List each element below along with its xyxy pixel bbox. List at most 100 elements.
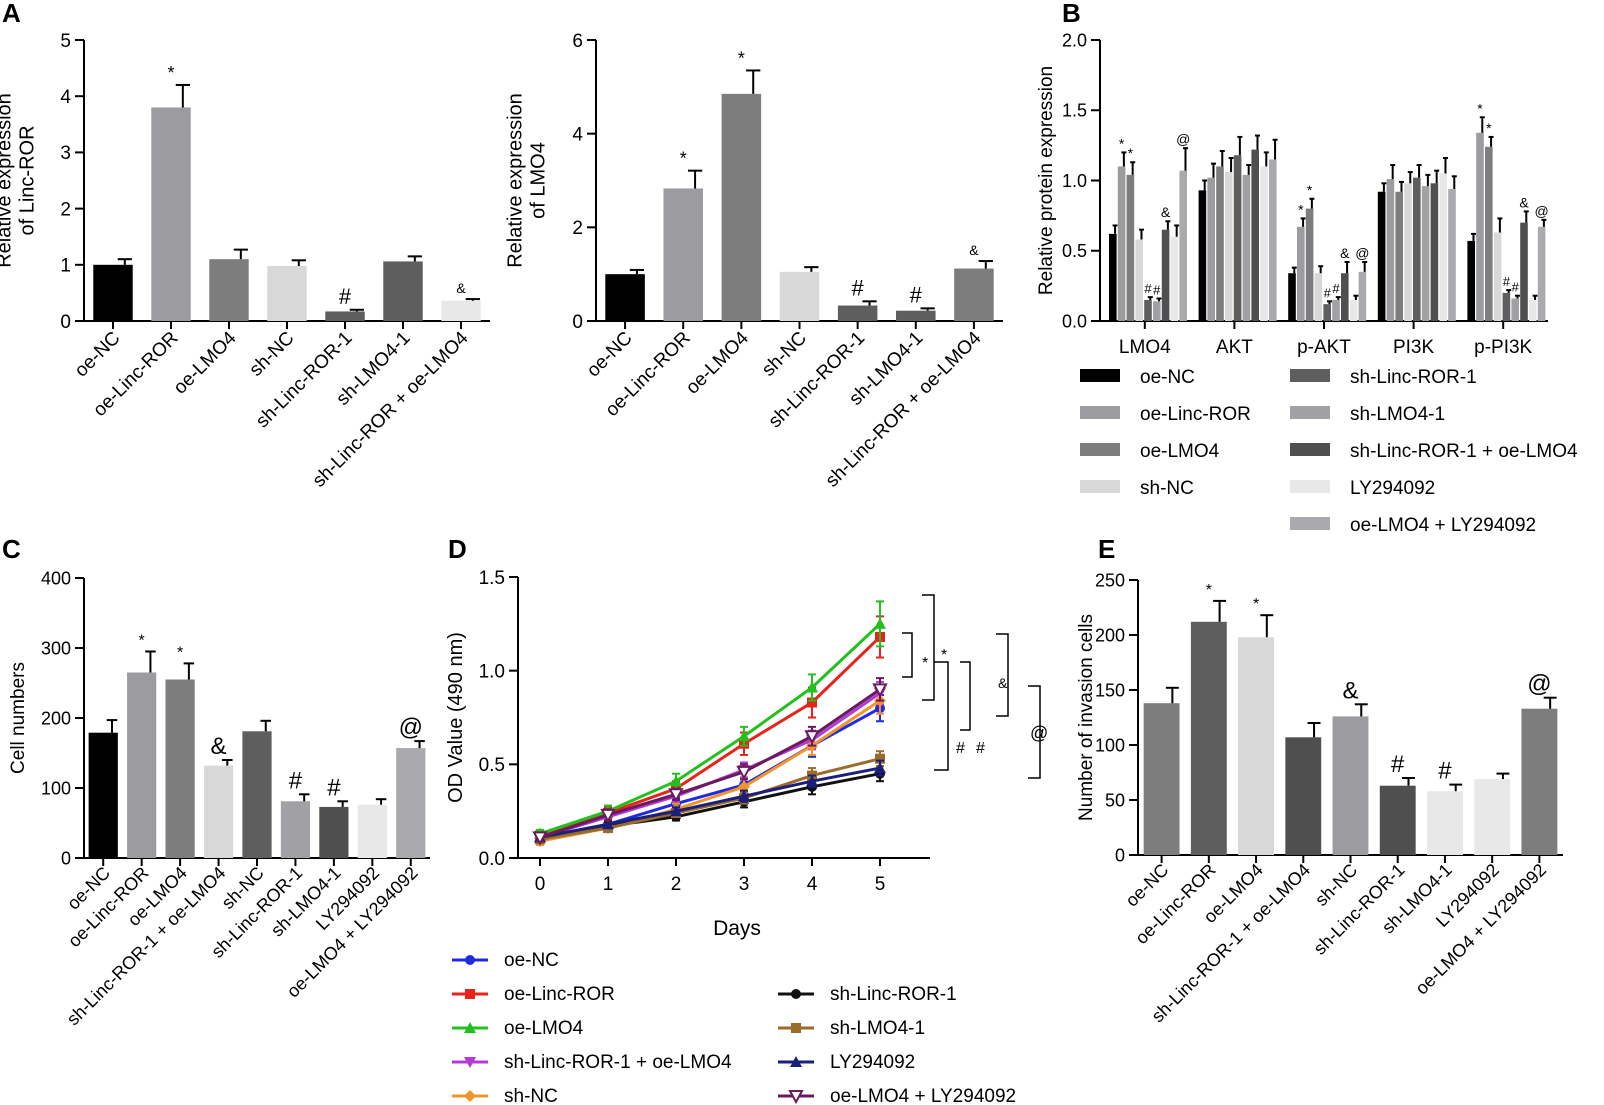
bracket bbox=[922, 594, 935, 701]
data-point bbox=[791, 989, 801, 999]
legend-swatch bbox=[1080, 443, 1120, 456]
data-point bbox=[807, 697, 817, 708]
x-tick-label: 2 bbox=[671, 874, 682, 895]
bar-sh-linc-ror-1 bbox=[280, 801, 311, 858]
x-tick-label: 0 bbox=[535, 874, 546, 895]
y-axis-label: Relative expression bbox=[0, 93, 16, 268]
data-point bbox=[600, 808, 616, 824]
data-point bbox=[464, 1022, 476, 1033]
bar-pi3k-sh-nc bbox=[1404, 183, 1412, 321]
legend-label: sh-LMO4-1 bbox=[1350, 404, 1445, 425]
series-line bbox=[539, 688, 881, 839]
legend-swatch bbox=[1290, 406, 1330, 419]
y-tick-label: 300 bbox=[41, 638, 71, 658]
bar-lmo4-sh-lmo4-1 bbox=[1153, 301, 1161, 321]
legend-label: sh-Linc-ROR-1 + oe-LMO4 bbox=[504, 1052, 732, 1073]
bar-lmo4-sh-linc-ror-1-oe-lmo4 bbox=[1161, 229, 1170, 321]
series-line bbox=[539, 772, 881, 841]
significance-mark: # bbox=[1144, 281, 1152, 296]
bar-oe-lmo4 bbox=[209, 259, 249, 321]
legend-label: oe-NC bbox=[1140, 367, 1195, 388]
legend-label: LY294092 bbox=[1350, 478, 1435, 499]
bar-p-pi3k-sh-lmo4-1 bbox=[1511, 298, 1519, 321]
significance-mark: * bbox=[1253, 596, 1259, 613]
x-tick-label: 1 bbox=[603, 874, 614, 895]
data-point bbox=[738, 730, 750, 742]
bar-pi3k-sh-linc-ror-1 bbox=[1413, 177, 1421, 321]
significance-mark: * bbox=[1307, 182, 1313, 198]
significance-mark: @ bbox=[1176, 131, 1190, 147]
significance-mark: * bbox=[1128, 145, 1134, 161]
y-tick-label: 200 bbox=[41, 708, 71, 728]
bar-sh-nc bbox=[1332, 716, 1369, 855]
panel-label-d: D bbox=[448, 534, 467, 564]
significance-mark: # bbox=[1391, 751, 1405, 778]
y-tick-label: 2.0 bbox=[1062, 30, 1087, 50]
bar-p-akt-sh-nc bbox=[1314, 273, 1323, 321]
bar-akt-oe-lmo4-ly294092 bbox=[1269, 159, 1277, 321]
x-tick-label: p-AKT bbox=[1297, 337, 1351, 358]
significance-mark: # bbox=[327, 774, 341, 801]
significance-mark: * bbox=[1206, 582, 1212, 599]
series-line bbox=[539, 635, 882, 837]
y-tick-label: 0 bbox=[1115, 845, 1125, 865]
bar-p-pi3k-sh-linc-ror-1 bbox=[1502, 292, 1511, 321]
data-point bbox=[668, 788, 684, 803]
significance-mark: * bbox=[1298, 201, 1304, 217]
x-tick-label: AKT bbox=[1216, 337, 1253, 358]
bar-oe-lmo4 bbox=[1238, 637, 1274, 855]
y-tick-label: 1.5 bbox=[479, 568, 505, 589]
y-tick-label: 100 bbox=[41, 778, 71, 798]
y-tick-label: 2 bbox=[60, 199, 71, 220]
x-tick-label: LMO4 bbox=[1119, 337, 1171, 358]
significance-mark: # bbox=[1324, 285, 1332, 300]
y-tick-label: 3 bbox=[60, 143, 71, 164]
bar-p-akt-oe-lmo4-ly294092 bbox=[1358, 271, 1367, 321]
bar-sh-linc-ror-1-oe-lmo4 bbox=[1285, 737, 1322, 855]
y-axis-label: Cell numbers bbox=[8, 662, 29, 774]
legend-swatch bbox=[1290, 443, 1330, 456]
data-point bbox=[465, 955, 475, 965]
chart-d-legend: oe-NC oe-Linc-ROR oe-LMO4 sh-Linc-ROR-1 + o… bbox=[452, 950, 1016, 1105]
bar-pi3k-oe-linc-ror bbox=[1386, 179, 1395, 321]
x-tick-label: sh-NC bbox=[758, 328, 811, 381]
y-axis-label: Relative expression bbox=[505, 93, 527, 268]
significance-mark: @ bbox=[1534, 203, 1548, 219]
bar-sh-linc-ror-1 bbox=[1379, 785, 1416, 855]
legend-swatch bbox=[1080, 369, 1120, 382]
bracket bbox=[960, 661, 971, 731]
y-tick-label: 0.0 bbox=[479, 849, 505, 870]
y-tick-label: 4 bbox=[60, 87, 71, 108]
significance-mark: & bbox=[969, 242, 979, 258]
y-axis-label: Relative protein expression bbox=[1036, 66, 1057, 295]
data-point bbox=[872, 683, 888, 698]
significance-mark: & bbox=[1342, 677, 1358, 704]
legend-label: oe-Linc-ROR bbox=[1140, 404, 1251, 425]
bar-akt-sh-nc bbox=[1225, 172, 1233, 321]
significance-mark: # bbox=[289, 767, 303, 794]
legend-label: oe-LMO4 + LY294092 bbox=[1350, 515, 1536, 536]
y-tick-label: 150 bbox=[1095, 680, 1125, 700]
legend-label: sh-Linc-ROR-1 + oe-LMO4 bbox=[1350, 441, 1578, 462]
data-point bbox=[804, 730, 820, 745]
bracket bbox=[902, 632, 913, 678]
significance-mark: & bbox=[1519, 194, 1529, 210]
data-point bbox=[788, 1090, 804, 1105]
significance-mark: # bbox=[339, 284, 352, 309]
x-tick-label: PI3K bbox=[1393, 337, 1435, 358]
significance-mark: * bbox=[738, 48, 745, 68]
y-tick-label: 0.0 bbox=[1062, 311, 1087, 331]
chart-a2: 0 2 4 6 Relative expression of LMO4 oe-NC * oe-L… bbox=[505, 31, 1003, 491]
bar-oe-lmo4 bbox=[721, 93, 762, 321]
bar-pi3k-sh-linc-ror-1-oe-lmo4 bbox=[1430, 183, 1439, 321]
data-point bbox=[875, 753, 885, 764]
bar-oe-lmo4 bbox=[165, 679, 195, 858]
data-point bbox=[670, 775, 682, 787]
data-point bbox=[791, 1023, 801, 1033]
series-oe-lmo4-ly294092 bbox=[532, 677, 888, 846]
bar-lmo4-sh-nc bbox=[1135, 239, 1143, 321]
bar-oe-lmo4-ly294092 bbox=[1521, 708, 1558, 855]
bar-ly294092 bbox=[357, 804, 387, 858]
